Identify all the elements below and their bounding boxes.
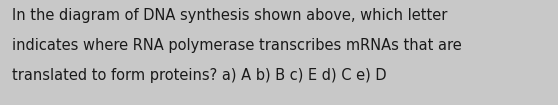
Text: translated to form proteins? a) A b) B c) E d) C e) D: translated to form proteins? a) A b) B c… xyxy=(12,68,387,83)
Text: In the diagram of DNA synthesis shown above, which letter: In the diagram of DNA synthesis shown ab… xyxy=(12,8,448,23)
Text: indicates where RNA polymerase transcribes mRNAs that are: indicates where RNA polymerase transcrib… xyxy=(12,38,462,53)
